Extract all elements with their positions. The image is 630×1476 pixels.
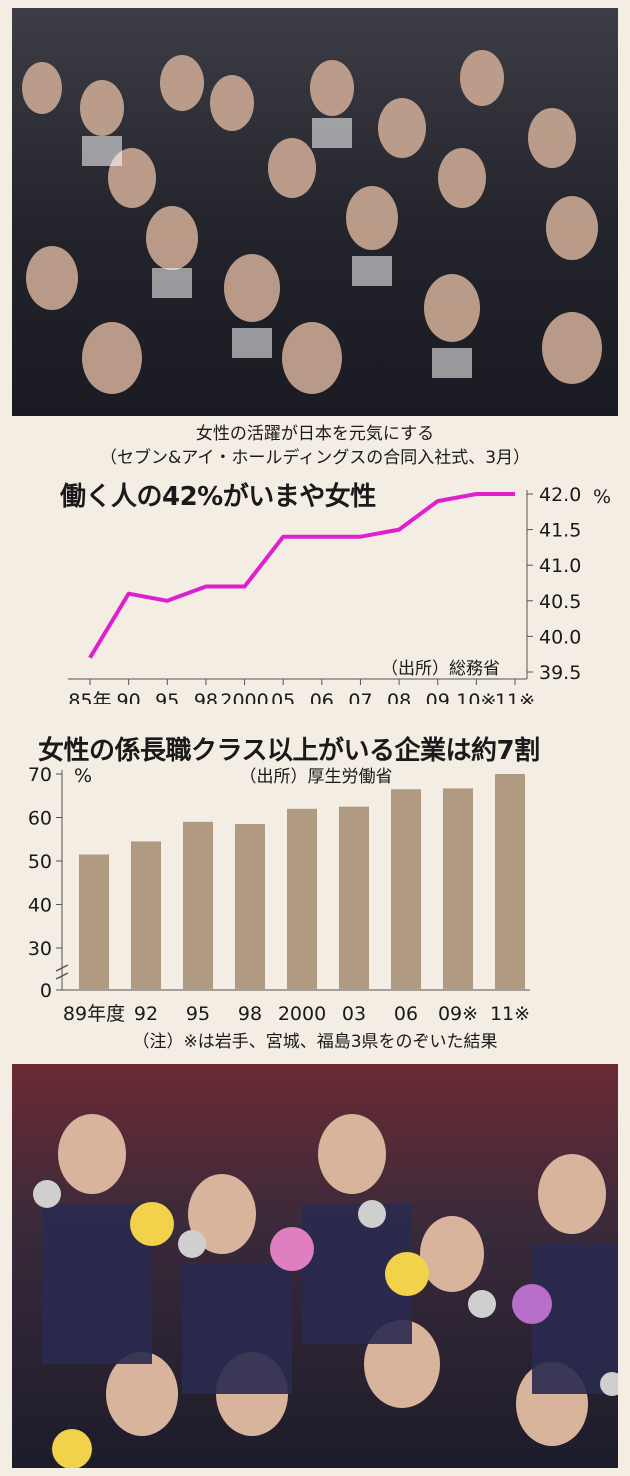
photo-entrance-ceremony — [12, 8, 618, 416]
line-chart-x-tick-label: 05 — [271, 690, 295, 704]
line-chart-y-tick-label: 39.5 — [539, 662, 581, 684]
bar-chart-x-tick-label: 06 — [394, 1003, 418, 1025]
line-chart-x-tick-label: 2000 — [220, 690, 268, 704]
bar-chart-y-unit: % — [74, 765, 92, 787]
bar-chart-y-tick-label: 70 — [28, 764, 52, 786]
bar-chart-y-tick-label: 30 — [28, 938, 52, 960]
line-chart-y-unit: % — [593, 486, 611, 508]
line-chart: 42.0 41.5 41.0 40.5 40.0 39.5 85年 90 95 98 2000 05… — [68, 484, 611, 704]
bar-chart-x-tick-label: 11※ — [490, 1003, 530, 1025]
line-chart-y-tick-label: 40.0 — [539, 626, 581, 648]
photo-medal-team — [12, 1064, 618, 1468]
bar-chart-bar — [183, 821, 213, 990]
bar-chart-y-tick-label: 50 — [28, 851, 52, 873]
line-chart-y-tick-label: 40.5 — [539, 591, 581, 613]
bar-chart: 70 60 50 40 30 0 89年度 92 95 98 2000 03 06 09※ 11※ % （… — [28, 764, 530, 1025]
bar-chart-x-tick-label: 09※ — [438, 1003, 478, 1025]
bar-chart-title: 女性の係長職クラス以上がいる企業は約7割 — [38, 736, 540, 766]
bar-chart-x-tick-label: 98 — [238, 1003, 262, 1025]
line-chart-x-tick-label: 98 — [194, 690, 218, 704]
bar-chart-y-tick-label: 40 — [28, 895, 52, 917]
photo-entrance-ceremony-image — [22, 50, 602, 394]
line-chart-x-tick-label: 85年 — [68, 690, 111, 704]
bar-chart-bar — [339, 806, 369, 990]
line-chart-y-tick-label: 41.0 — [539, 555, 581, 577]
bar-chart-bar — [287, 808, 317, 990]
bar-chart-bar — [79, 854, 109, 990]
bar-chart-bar — [131, 841, 161, 990]
line-chart-x-tick-label: 06 — [310, 690, 334, 704]
bar-chart-bar — [495, 774, 525, 990]
line-chart-x-tick-label: 09 — [426, 690, 450, 704]
line-chart-source: （出所）総務省 — [381, 659, 500, 679]
line-chart-x-tick-label: 10※ — [456, 690, 496, 704]
line-chart-x-tick-label: 90 — [117, 690, 141, 704]
bar-chart-x-tick-label: 89年度 — [63, 1003, 125, 1025]
line-chart-x-tick-label: 95 — [155, 690, 179, 704]
bar-chart-x-tick-label: 03 — [342, 1003, 366, 1025]
line-chart-x-tick-label: 11※ — [495, 690, 535, 704]
line-chart-x-tick-label: 08 — [387, 690, 411, 704]
bar-chart-x-tick-label: 95 — [186, 1003, 210, 1025]
bar-chart-source: （出所）厚生労働省 — [240, 767, 393, 787]
bar-chart-bar — [235, 824, 265, 990]
bar-chart-y-tick-label: 60 — [28, 808, 52, 830]
line-chart-y-tick-label: 42.0 — [539, 484, 581, 506]
footnote: （注）※は岩手、宮城、福島3県をのぞいた結果 — [132, 1032, 498, 1052]
photo-caption-line2: （セブン&アイ・ホールディングスの合同入社式、3月） — [99, 448, 531, 468]
bar-chart-axis-break — [55, 964, 69, 980]
photo-medal-team-image — [33, 1114, 618, 1468]
bar-chart-bar — [391, 789, 421, 990]
line-chart-title: 働く人の42%がいまや女性 — [60, 482, 376, 512]
line-chart-x-tick-label: 07 — [348, 690, 372, 704]
bar-chart-y-tick-label: 0 — [40, 980, 52, 1002]
line-chart-y-tick-label: 41.5 — [539, 520, 581, 542]
line-chart-series — [88, 492, 515, 659]
bar-chart-x-tick-label: 92 — [134, 1003, 158, 1025]
bar-chart-x-tick-label: 2000 — [278, 1003, 326, 1025]
photo-caption-line1: 女性の活躍が日本を元気にする — [195, 424, 435, 444]
bar-chart-bar — [443, 788, 473, 990]
